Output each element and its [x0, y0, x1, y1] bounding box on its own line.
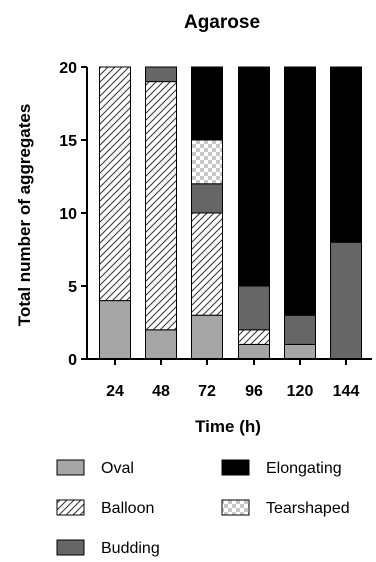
bar-budding-72 [191, 183, 223, 214]
legend-label-balloon: Balloon [101, 500, 154, 517]
x-tick-label: 48 [152, 383, 170, 400]
bar-oval-48 [145, 329, 177, 360]
x-tick-label: 120 [287, 383, 314, 400]
y-tick-label: 0 [68, 352, 77, 369]
bar-oval-96 [238, 343, 270, 360]
bar-balloon-24 [99, 66, 131, 302]
bar-elongating-96 [238, 66, 270, 287]
legend-swatch-tearshaped [221, 499, 250, 516]
legend-swatch-balloon [56, 499, 85, 516]
bar-oval-72 [191, 314, 223, 360]
ticks-group: 0 5 10 15 20 24 48 72 96 120 144 [59, 60, 359, 400]
legend-label-elongating: Elongating [266, 460, 342, 477]
x-tick-label: 24 [106, 383, 124, 400]
legend-swatch-oval [56, 459, 85, 476]
x-tick-label: 96 [245, 383, 263, 400]
bar-budding-120 [284, 314, 316, 345]
legend-label-budding: Budding [101, 540, 160, 557]
x-tick-label: 144 [333, 383, 360, 400]
legend-swatch-elongating [221, 459, 250, 476]
legend-label-oval: Oval [101, 460, 134, 477]
bar-elongating-144 [330, 66, 362, 243]
y-tick-label: 10 [59, 206, 77, 223]
y-tick-label: 5 [68, 279, 77, 296]
bar-oval-24 [99, 300, 131, 360]
bar-elongating-72 [191, 66, 223, 141]
y-tick-label: 15 [59, 133, 77, 150]
legend: Oval Elongating Balloon Tearshaped Budding [56, 459, 350, 557]
y-tick-label: 20 [59, 60, 77, 77]
x-tick-label: 72 [198, 383, 216, 400]
chart-title: Agarose [184, 12, 260, 33]
bar-oval-120 [284, 343, 316, 360]
bar-budding-144 [330, 241, 362, 360]
legend-swatch-budding [56, 539, 85, 556]
bar-balloon-96 [238, 329, 270, 345]
bar-tearshaped-72 [191, 139, 223, 185]
bar-elongating-120 [284, 66, 316, 316]
bar-budding-96 [238, 285, 270, 331]
bars-group [99, 66, 362, 360]
legend-label-tearshaped: Tearshaped [266, 500, 350, 517]
bar-balloon-48 [145, 81, 177, 331]
bar-balloon-72 [191, 212, 223, 316]
x-axis-label: Time (h) [195, 417, 261, 436]
y-axis-label: Total number of aggregates [15, 104, 34, 327]
bar-budding-48 [145, 66, 177, 83]
